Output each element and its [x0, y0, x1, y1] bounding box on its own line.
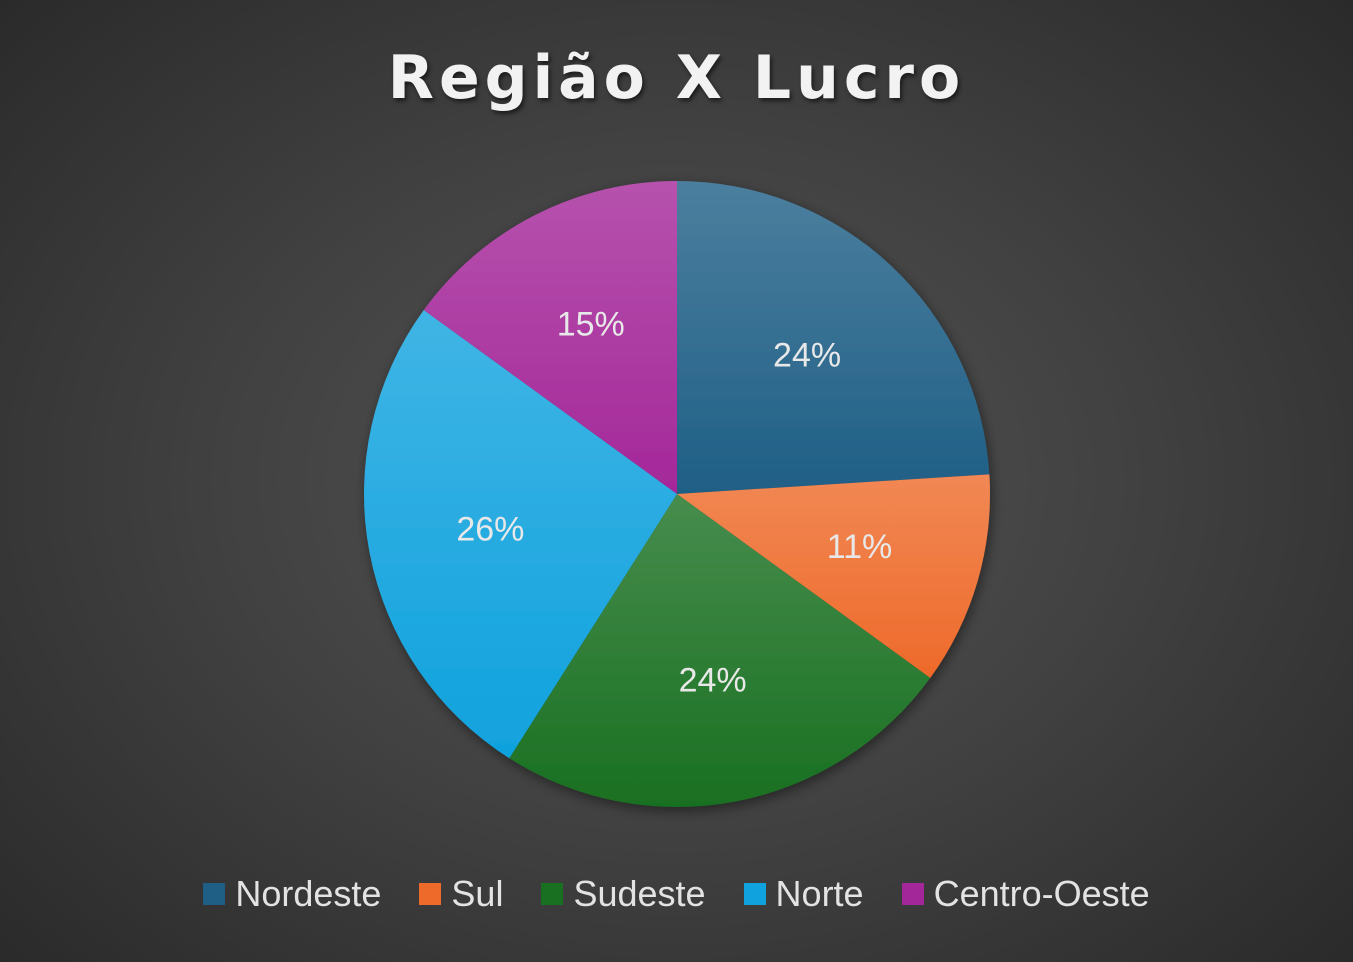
legend-label-norte: Norte	[775, 873, 864, 914]
legend-label-nordeste: Nordeste	[235, 873, 382, 914]
pie-slice-gloss-nordeste	[677, 181, 990, 494]
legend-swatch-centro-oeste	[901, 883, 924, 905]
data-label-centro-oeste: 15%	[557, 306, 625, 344]
data-label-sul: 11%	[827, 528, 893, 566]
data-label-sudeste: 24%	[679, 662, 747, 700]
legend-label-centro-oeste: Centro-Oeste	[933, 873, 1150, 914]
legend-item-norte: Norte	[743, 872, 864, 916]
pie-slice-gloss-centro-oeste	[423, 181, 677, 494]
legend-swatch-norte	[743, 883, 766, 905]
pie-slice-gloss-sul	[677, 474, 990, 678]
legend-swatch-nordeste	[203, 883, 226, 905]
legend-item-centro-oeste: Centro-Oeste	[901, 872, 1150, 916]
legend-item-sul: Sul	[419, 872, 503, 916]
chart-title: Região X Lucro	[387, 43, 966, 113]
legend-item-nordeste: Nordeste	[203, 872, 381, 916]
pie-slice-gloss-norte	[364, 310, 677, 759]
data-label-nordeste: 24%	[773, 336, 841, 374]
legend-item-sudeste: Sudeste	[541, 872, 706, 916]
pie-slice-gloss-sudeste	[509, 494, 931, 807]
data-label-norte: 26%	[456, 511, 524, 549]
legend: Nordeste Sul Sudeste Norte Centro-Oeste	[0, 872, 1353, 916]
legend-label-sudeste: Sudeste	[573, 873, 706, 914]
legend-label-sul: Sul	[451, 873, 504, 914]
legend-swatch-sudeste	[541, 883, 564, 905]
legend-swatch-sul	[419, 883, 442, 905]
